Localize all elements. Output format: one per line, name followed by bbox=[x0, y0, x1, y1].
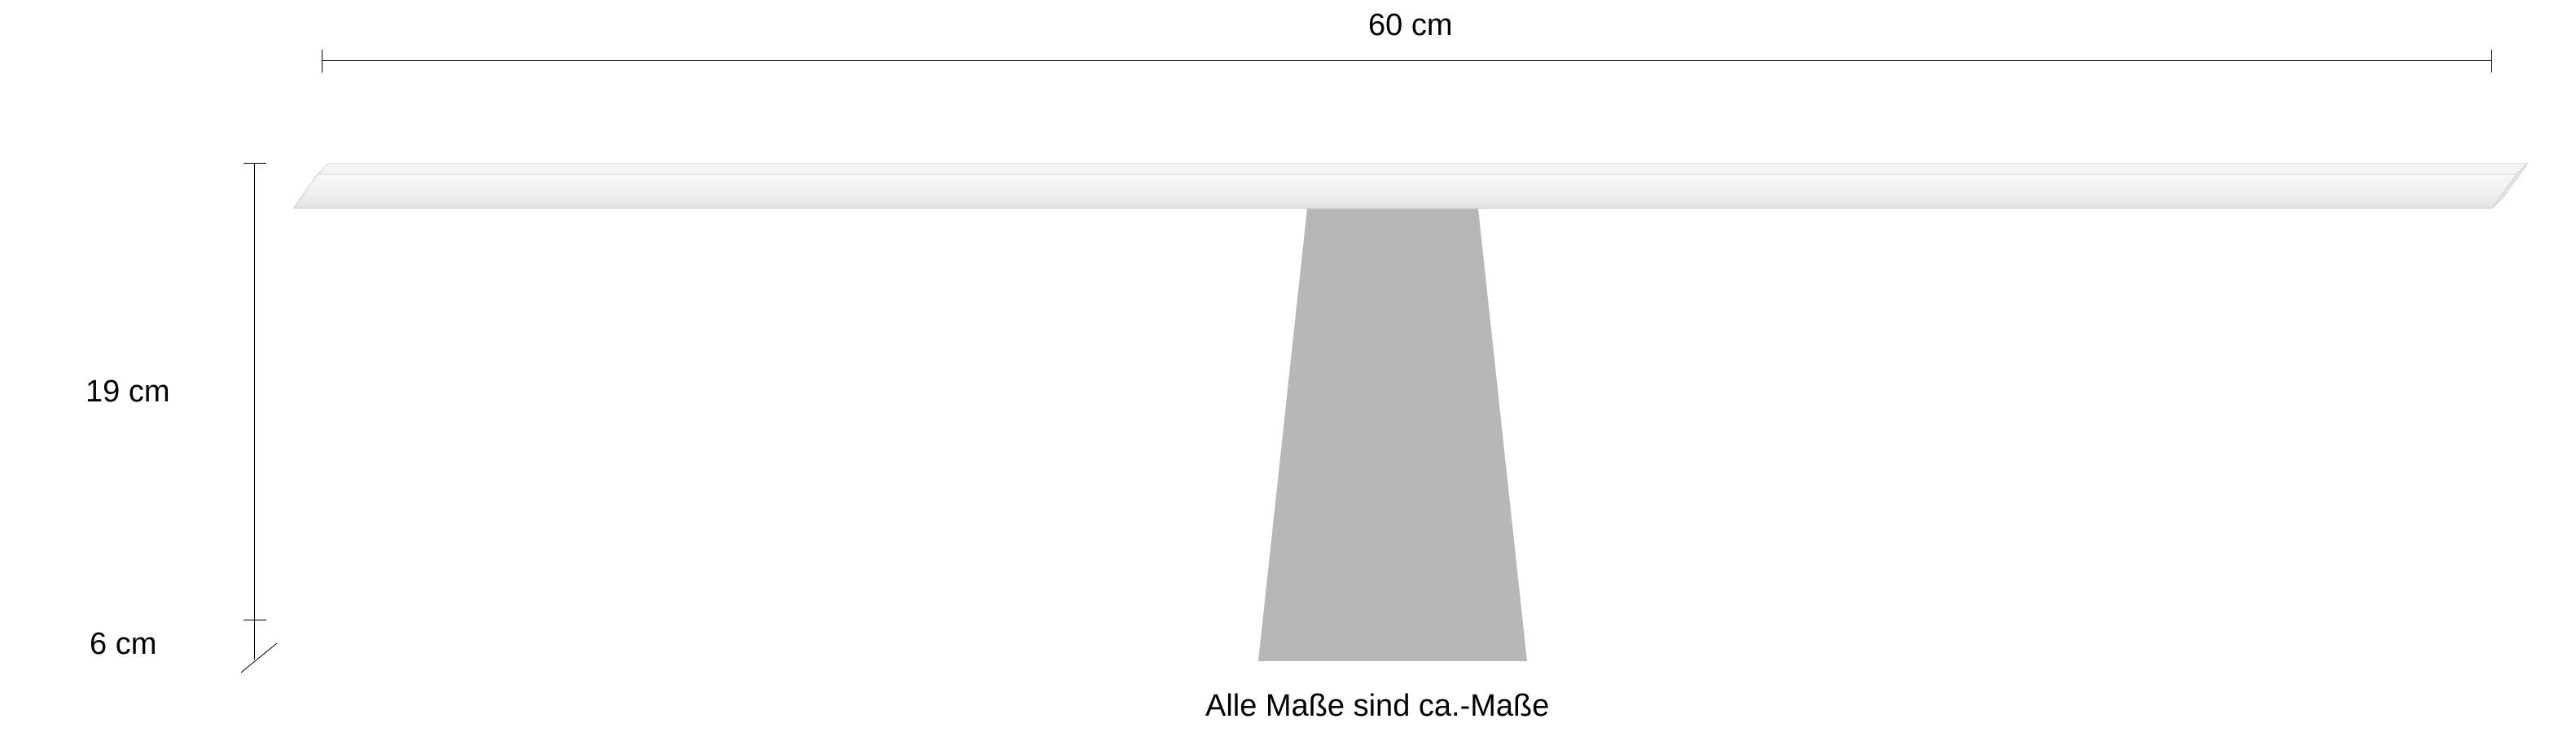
height-dimension-line bbox=[254, 163, 255, 620]
depth-label: 6 cm bbox=[90, 627, 156, 662]
product-bar bbox=[293, 163, 2541, 220]
height-label: 19 cm bbox=[86, 375, 169, 410]
product-pedestal bbox=[1258, 208, 1527, 664]
dimension-drawing: 60 cm 19 cm 6 cm Alle Maße bbox=[0, 0, 2576, 732]
footer-note: Alle Maße sind ca.-Maße bbox=[1205, 689, 1549, 724]
depth-diagonal-mark bbox=[236, 638, 285, 679]
width-dimension-line bbox=[322, 60, 2492, 61]
width-tick-right bbox=[2491, 50, 2492, 72]
width-tick-left bbox=[322, 50, 323, 72]
height-tick-top bbox=[244, 163, 266, 164]
width-label: 60 cm bbox=[1368, 8, 1452, 43]
